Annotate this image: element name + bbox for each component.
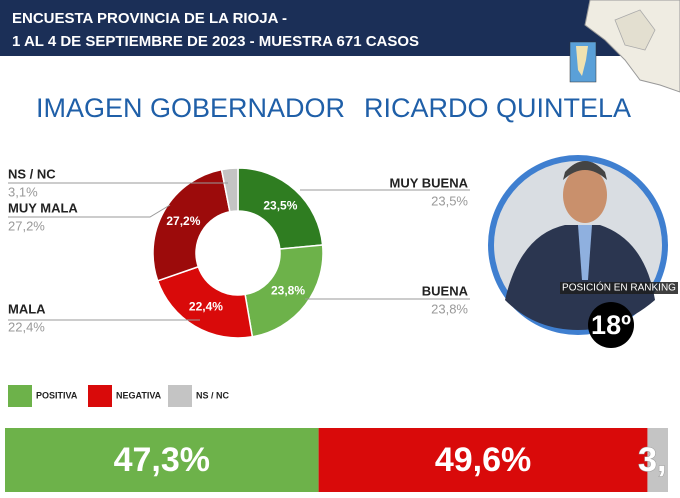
donut-slice <box>152 168 231 282</box>
legend-label: NS / NC <box>196 390 230 400</box>
header-bar <box>0 0 680 56</box>
category-label: NS / NC <box>8 166 56 181</box>
legend-swatch <box>168 385 192 407</box>
bar-segment <box>647 428 668 492</box>
slice-label: 27,2% <box>166 214 200 228</box>
slice-label: 23,5% <box>263 199 297 213</box>
portrait: POSICIÓN EN RANKING 18º <box>488 155 678 348</box>
donut-slice <box>220 167 239 213</box>
bar-label: 47,3% <box>114 441 210 479</box>
ranking-label: POSICIÓN EN RANKING <box>562 281 676 294</box>
legend-label: NEGATIVA <box>116 390 162 400</box>
slice-label: 23,8% <box>271 283 305 297</box>
legend-label: POSITIVA <box>36 390 78 400</box>
ranking-position: 18º <box>591 310 631 340</box>
bar-segment <box>5 428 319 492</box>
value-label: 27,2% <box>8 218 45 233</box>
donut-slice <box>244 244 324 338</box>
legend: POSITIVA NEGATIVA NS / NC <box>8 385 230 407</box>
category-label: BUENA <box>422 283 469 298</box>
header-line: ENCUESTA PROVINCIA DE LA RIOJA - <box>12 10 287 27</box>
leader-line <box>8 204 171 218</box>
value-label: 22,4% <box>8 319 45 334</box>
donut-slice <box>237 167 324 250</box>
category-label: MUY MALA <box>8 200 78 215</box>
value-label: 3,1% <box>8 184 38 199</box>
bar-segment <box>318 428 648 492</box>
slice-label: 22,4% <box>189 299 223 313</box>
map <box>569 0 680 93</box>
chart-subtitle: RICARDO QUINTELA <box>364 93 631 123</box>
bar-label: 3,1 <box>638 441 680 479</box>
value-label: 23,8% <box>431 301 468 316</box>
summary-bar: 47,3% 49,6% 3,1 <box>5 428 680 492</box>
header-line: 1 AL 4 DE SEPTIEMBRE DE 2023 - MUESTRA 6… <box>12 33 419 50</box>
legend-swatch <box>8 385 32 407</box>
donut-slice <box>156 265 254 339</box>
category-label: MUY BUENA <box>390 175 469 190</box>
category-label: MALA <box>8 301 46 316</box>
donut-chart: 23,5% MUY BUENA 23,5% 23,8% BUENA 23,8% 22,4% M… <box>8 166 470 339</box>
bar-label: 49,6% <box>435 441 531 479</box>
chart-title: IMAGEN GOBERNADOR <box>36 93 345 123</box>
value-label: 23,5% <box>431 193 468 208</box>
legend-swatch <box>88 385 112 407</box>
